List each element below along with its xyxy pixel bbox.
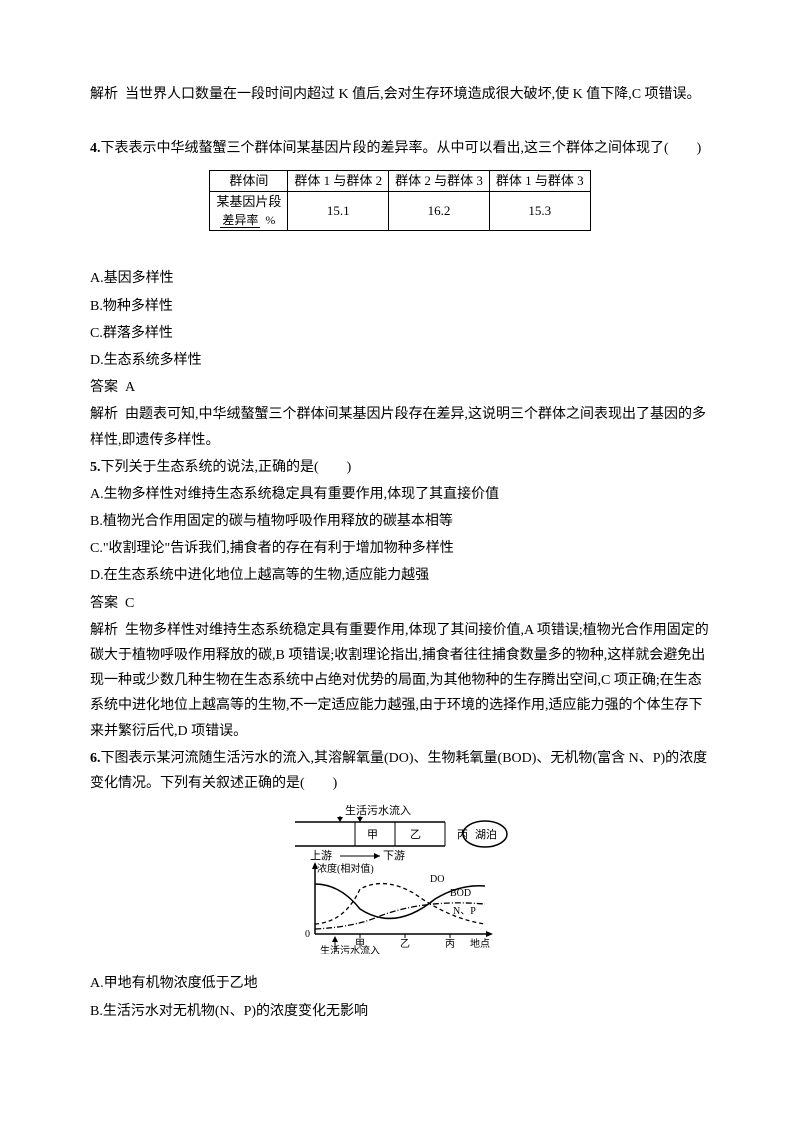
frac-bot: % xyxy=(263,213,277,227)
label-lake: 湖泊 xyxy=(475,828,497,841)
q4-optD: D.生态系统多样性 xyxy=(90,348,710,373)
q5-num: 5. xyxy=(90,460,101,475)
table-row: 某基因片段 差异率 % 15.1 16.2 15.3 xyxy=(210,192,590,231)
th-23: 群体 2 与群体 3 xyxy=(389,170,490,192)
q6-num: 6. xyxy=(90,751,101,766)
q5-optA: A.生物多样性对维持生态系统稳定具有重要作用,体现了其直接价值 xyxy=(90,482,710,507)
q4-table-wrap: 群体间 群体 1 与群体 2 群体 2 与群体 3 群体 1 与群体 3 某基因… xyxy=(90,170,710,232)
val-3: 15.3 xyxy=(489,192,590,231)
q4-optB: B.物种多样性 xyxy=(90,294,710,319)
frac: 差异率 % xyxy=(220,214,277,227)
q4-stem-text: 下表表示中华绒螯蟹三个群体间某基因片段的差异率。从中可以看出,这三个群体之间体现… xyxy=(101,141,702,156)
frac-top: 差异率 xyxy=(220,213,260,228)
th-13: 群体 1 与群体 3 xyxy=(489,170,590,192)
answer-label: 答案 xyxy=(90,380,118,395)
analysis-label: 解析 xyxy=(90,407,118,422)
analysis-label: 解析 xyxy=(90,623,118,638)
tick-yi: 乙 xyxy=(400,938,410,950)
analysis-3: 解析 当世界人口数量在一段时间内超过 K 值后,会对生存环境造成很大破坏,使 K… xyxy=(90,82,710,107)
label-yi: 乙 xyxy=(410,828,421,841)
answer-value: C xyxy=(125,596,134,611)
bod-label: BOD xyxy=(450,888,471,899)
q6-stem: 6.下图表示某河流随生活污水的流入,其溶解氧量(DO)、生物耗氧量(BOD)、无… xyxy=(90,746,710,796)
q6-optB: B.生活污水对无机物(N、P)的浓度变化无影响 xyxy=(90,999,710,1024)
q4-analysis: 解析 由题表可知,中华绒螯蟹三个群体间某基因片段存在差异,这说明三个群体之间表现… xyxy=(90,402,710,452)
label-upstream: 上游 xyxy=(310,849,332,862)
q5-stem: 5.下列关于生态系统的说法,正确的是( ) xyxy=(90,455,710,480)
ylabel: 浓度(相对值) xyxy=(317,862,374,875)
q6-optA: A.甲地有机物浓度低于乙地 xyxy=(90,971,710,996)
th-12: 群体 1 与群体 2 xyxy=(288,170,389,192)
answer-value: A xyxy=(125,380,135,395)
do-label: DO xyxy=(430,874,444,885)
q4-answer: 答案 A xyxy=(90,375,710,400)
q6-diagram: 生活污水流入 甲 乙 丙 湖泊 上游 下游 浓度(相对值) 0 DO xyxy=(285,804,515,954)
answer-label: 答案 xyxy=(90,596,118,611)
table-row: 群体间 群体 1 与群体 2 群体 2 与群体 3 群体 1 与群体 3 xyxy=(210,170,590,192)
q5-optB: B.植物光合作用固定的碳与植物呼吸作用释放的碳基本相等 xyxy=(90,509,710,534)
row-label: 某基因片段 差异率 % xyxy=(210,192,288,231)
q4-optC: C.群落多样性 xyxy=(90,321,710,346)
analysis-text: 生物多样性对维持生态系统稳定具有重要作用,体现了其间接价值,A 项错误;植物光合… xyxy=(90,623,709,739)
q5-analysis: 解析 生物多样性对维持生态系统稳定具有重要作用,体现了其间接价值,A 项错误;植… xyxy=(90,618,710,744)
analysis-label: 解析 xyxy=(90,87,118,102)
q6-diagram-wrap: 生活污水流入 甲 乙 丙 湖泊 上游 下游 浓度(相对值) 0 DO xyxy=(90,804,710,963)
val-2: 16.2 xyxy=(389,192,490,231)
bottom-label: 生活污水流入 xyxy=(320,944,380,954)
val-1: 15.1 xyxy=(288,192,389,231)
np-label: N、P xyxy=(453,906,476,917)
rowlabel-top: 某基因片段 xyxy=(216,194,281,209)
q5-answer: 答案 C xyxy=(90,591,710,616)
q4-stem: 4.下表表示中华绒螯蟹三个群体间某基因片段的差异率。从中可以看出,这三个群体之间… xyxy=(90,136,710,161)
q4-table: 群体间 群体 1 与群体 2 群体 2 与群体 3 群体 1 与群体 3 某基因… xyxy=(209,170,590,232)
th-group: 群体间 xyxy=(210,170,288,192)
label-downstream: 下游 xyxy=(383,849,405,862)
q5-stem-text: 下列关于生态系统的说法,正确的是( ) xyxy=(101,460,352,475)
top-label: 生活污水流入 xyxy=(345,804,411,817)
label-jia: 甲 xyxy=(367,829,378,841)
xlabel: 地点 xyxy=(470,937,490,950)
tick-bing: 丙 xyxy=(445,939,455,950)
q5-optC: C."收割理论"告诉我们,捕食者的存在有利于增加物种多样性 xyxy=(90,536,710,561)
q4-optA: A.基因多样性 xyxy=(90,266,710,291)
zero: 0 xyxy=(305,929,310,940)
q5-optD: D.在生态系统中进化地位上越高等的生物,适应能力越强 xyxy=(90,563,710,588)
analysis-text: 由题表可知,中华绒螯蟹三个群体间某基因片段存在差异,这说明三个群体之间表现出了基… xyxy=(90,407,706,447)
q6-stem-text: 下图表示某河流随生活污水的流入,其溶解氧量(DO)、生物耗氧量(BOD)、无机物… xyxy=(90,751,707,791)
analysis-text: 当世界人口数量在一段时间内超过 K 值后,会对生存环境造成很大破坏,使 K 值下… xyxy=(125,87,701,102)
q4-num: 4. xyxy=(90,141,101,156)
